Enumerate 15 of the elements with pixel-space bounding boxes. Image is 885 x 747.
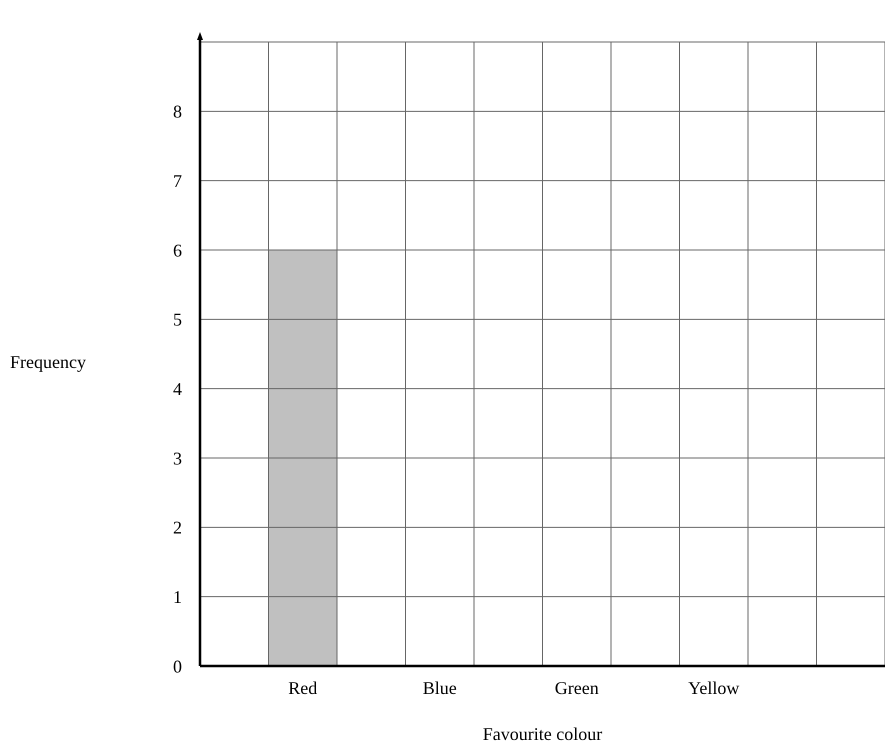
y-tick-label: 7 — [173, 170, 182, 191]
y-tick-label: 4 — [173, 378, 182, 399]
x-tick-label: Blue — [422, 678, 457, 698]
y-tick-label: 8 — [173, 102, 182, 122]
y-tick-label: 0 — [173, 656, 182, 676]
y-tick-label: 3 — [173, 448, 182, 468]
x-axis-title: Favourite colour — [482, 724, 602, 744]
y-axis-title: Frequency — [10, 352, 86, 372]
x-tick-label: Red — [288, 678, 318, 698]
y-tick-label: 5 — [173, 310, 182, 330]
x-tick-label: Yellow — [688, 678, 740, 698]
y-tick-label: 2 — [173, 518, 182, 538]
y-tick-label: 6 — [173, 240, 182, 260]
y-tick-label: 1 — [173, 586, 182, 607]
x-tick-label: Green — [554, 678, 599, 698]
